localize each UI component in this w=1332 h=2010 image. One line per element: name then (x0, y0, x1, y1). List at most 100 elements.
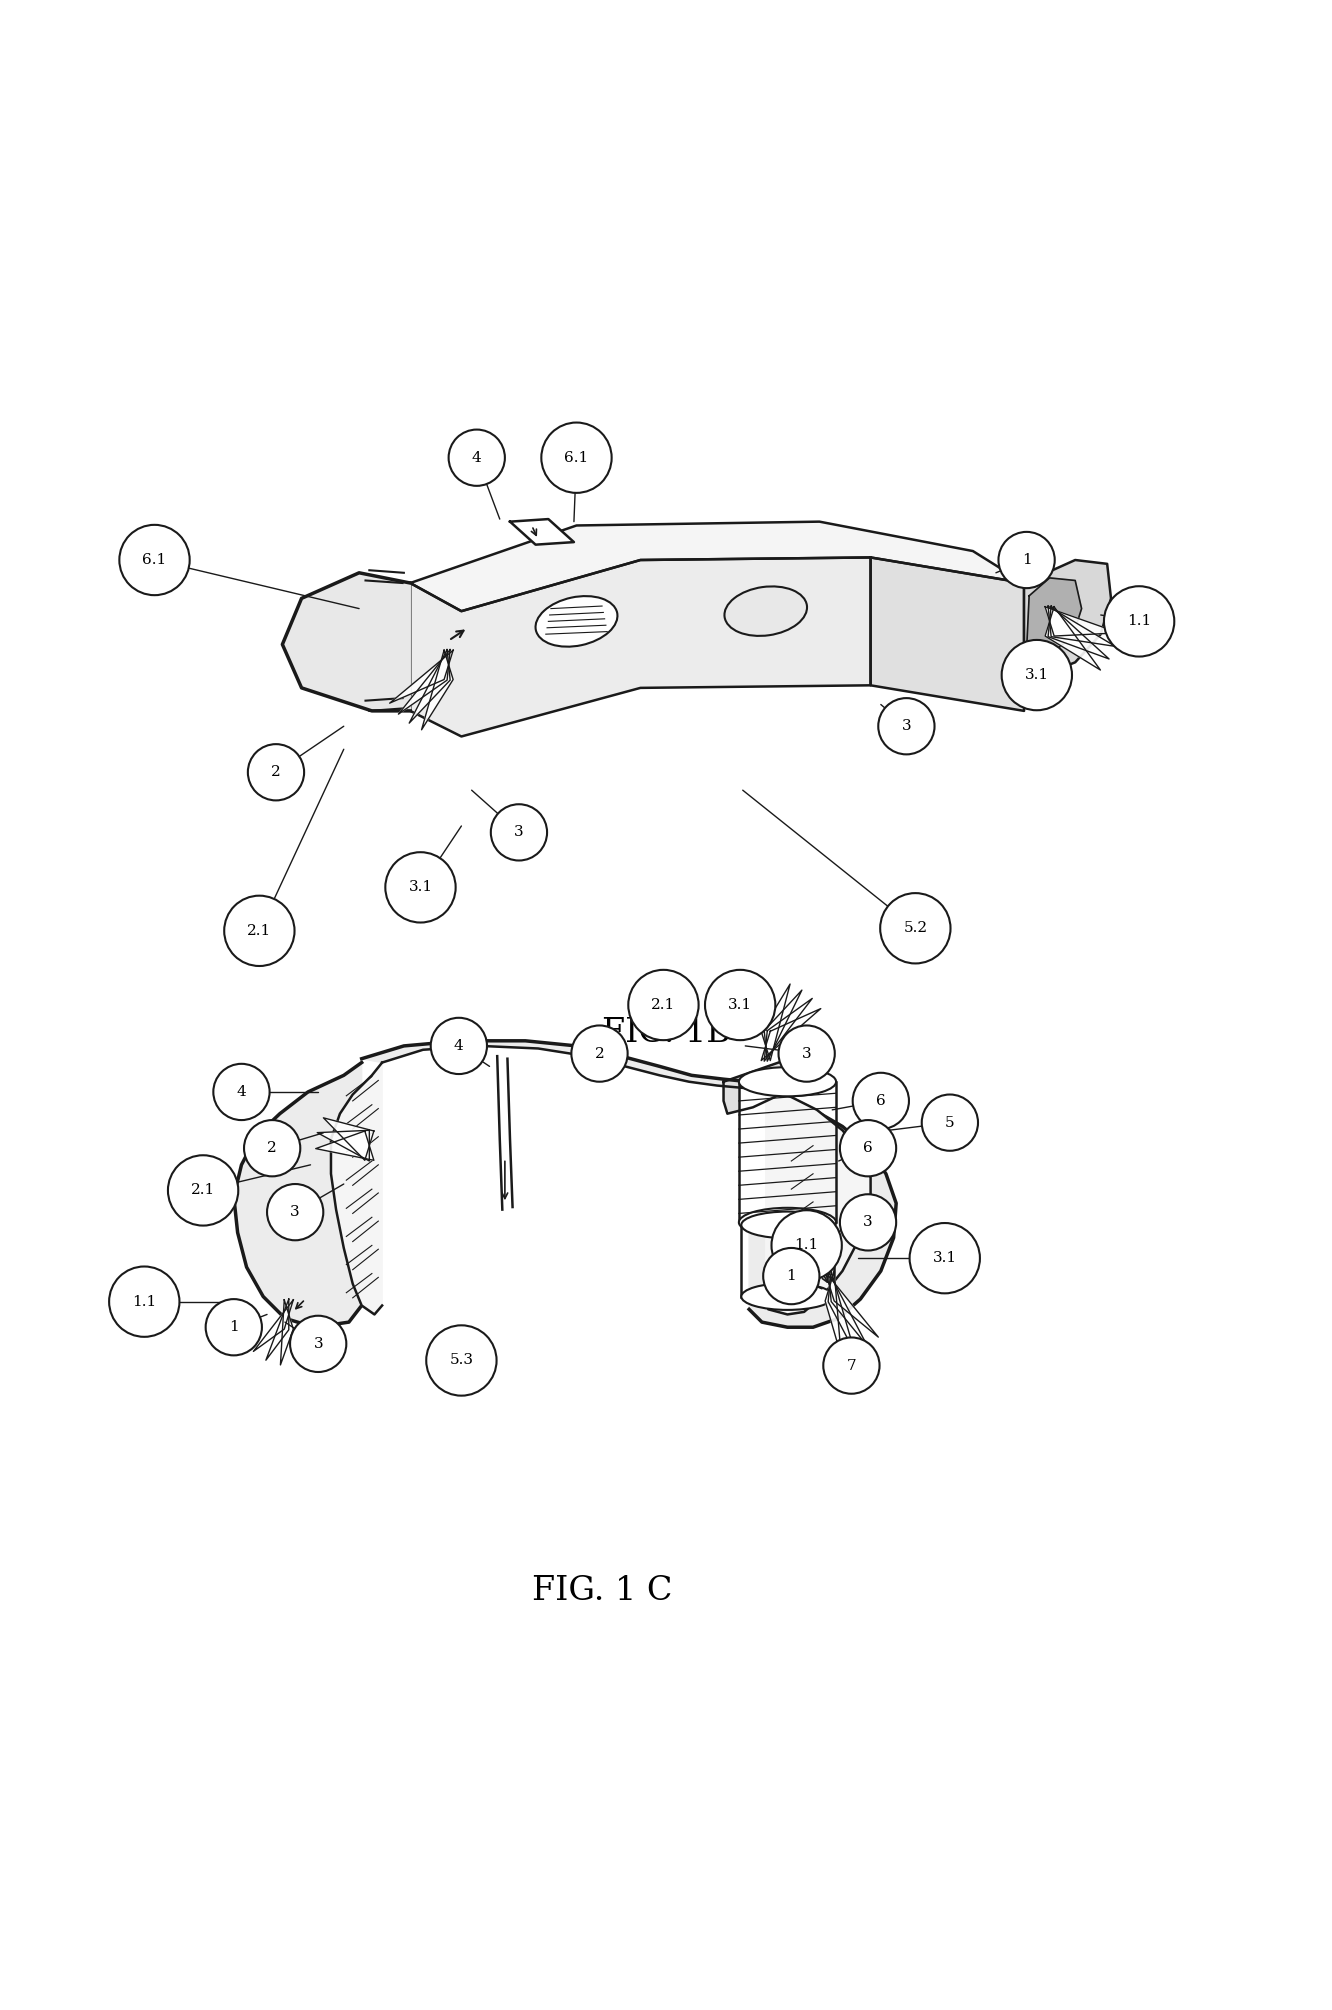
Text: 2.1: 2.1 (248, 925, 272, 939)
Polygon shape (829, 1270, 855, 1353)
Text: 6: 6 (863, 1142, 872, 1156)
Polygon shape (281, 1300, 293, 1365)
Text: 1.1: 1.1 (794, 1238, 819, 1252)
Polygon shape (723, 1059, 801, 1114)
Polygon shape (871, 557, 1024, 712)
Circle shape (910, 1222, 980, 1292)
Polygon shape (1046, 607, 1119, 635)
Ellipse shape (535, 597, 618, 647)
Text: 3.1: 3.1 (729, 999, 753, 1011)
Ellipse shape (739, 1208, 836, 1236)
Polygon shape (765, 991, 802, 1061)
Text: 1: 1 (786, 1268, 797, 1282)
Text: 3: 3 (802, 1047, 811, 1061)
Polygon shape (1024, 561, 1111, 675)
Text: 1: 1 (229, 1321, 238, 1335)
Circle shape (629, 971, 698, 1039)
Text: 1.1: 1.1 (132, 1294, 156, 1309)
Circle shape (541, 422, 611, 492)
Circle shape (763, 1248, 819, 1304)
Text: 3: 3 (313, 1337, 322, 1351)
Polygon shape (1027, 579, 1082, 659)
Circle shape (224, 896, 294, 967)
Polygon shape (410, 523, 1024, 611)
Circle shape (168, 1156, 238, 1226)
Polygon shape (421, 649, 453, 730)
Text: 6: 6 (876, 1093, 886, 1108)
Polygon shape (266, 1298, 289, 1361)
Circle shape (385, 852, 456, 923)
Circle shape (705, 971, 775, 1039)
Circle shape (248, 744, 304, 800)
Text: 7: 7 (847, 1359, 856, 1373)
Polygon shape (761, 1009, 821, 1061)
Text: FIG. 1B: FIG. 1B (602, 1017, 730, 1049)
Polygon shape (1048, 607, 1110, 659)
Polygon shape (398, 649, 450, 714)
Text: 2: 2 (594, 1047, 605, 1061)
Polygon shape (1048, 607, 1115, 647)
Circle shape (244, 1120, 300, 1176)
Polygon shape (234, 1063, 362, 1327)
Polygon shape (749, 1083, 896, 1327)
Circle shape (426, 1325, 497, 1395)
Text: 5: 5 (946, 1116, 955, 1130)
Text: FIG. 1 C: FIG. 1 C (531, 1574, 673, 1606)
Polygon shape (766, 1087, 871, 1315)
Polygon shape (765, 999, 813, 1061)
Polygon shape (1046, 607, 1100, 669)
Circle shape (999, 533, 1055, 589)
Polygon shape (825, 1272, 840, 1355)
Text: 2.1: 2.1 (651, 999, 675, 1011)
Polygon shape (739, 1081, 836, 1222)
Circle shape (266, 1184, 324, 1240)
Text: 3: 3 (902, 720, 911, 734)
Text: 2.1: 2.1 (190, 1184, 216, 1198)
Circle shape (449, 430, 505, 486)
Ellipse shape (742, 1212, 834, 1238)
Text: 2: 2 (272, 766, 281, 780)
Text: 2: 2 (268, 1142, 277, 1156)
Text: 1: 1 (1022, 553, 1031, 567)
Circle shape (840, 1120, 896, 1176)
Polygon shape (410, 557, 871, 736)
Circle shape (840, 1194, 896, 1250)
Text: 4: 4 (237, 1085, 246, 1099)
Text: 4: 4 (454, 1039, 464, 1053)
Circle shape (823, 1337, 879, 1393)
Polygon shape (510, 519, 574, 545)
Circle shape (1104, 587, 1175, 657)
Circle shape (109, 1266, 180, 1337)
Circle shape (880, 892, 951, 963)
Text: 5.2: 5.2 (903, 921, 927, 935)
Polygon shape (253, 1300, 293, 1351)
Circle shape (490, 804, 547, 860)
Ellipse shape (739, 1067, 836, 1095)
Circle shape (852, 1073, 908, 1130)
Text: 3: 3 (514, 826, 523, 840)
Circle shape (120, 525, 189, 595)
Circle shape (922, 1095, 978, 1152)
Polygon shape (324, 1118, 374, 1160)
Text: 5.3: 5.3 (449, 1353, 473, 1367)
Polygon shape (825, 1272, 878, 1337)
Text: 3.1: 3.1 (1024, 667, 1048, 681)
Circle shape (571, 1025, 627, 1081)
Polygon shape (409, 649, 450, 724)
Text: 3.1: 3.1 (409, 880, 433, 894)
Text: 6.1: 6.1 (565, 450, 589, 464)
Text: 1.1: 1.1 (1127, 615, 1151, 629)
Polygon shape (330, 1063, 382, 1315)
Polygon shape (362, 1041, 749, 1087)
Polygon shape (761, 985, 790, 1061)
Circle shape (771, 1210, 842, 1280)
Polygon shape (829, 1270, 867, 1347)
Text: 3: 3 (290, 1206, 300, 1220)
Text: 3: 3 (863, 1216, 872, 1230)
Polygon shape (390, 649, 453, 704)
Circle shape (1002, 639, 1072, 710)
Circle shape (290, 1317, 346, 1373)
Circle shape (205, 1298, 262, 1355)
Polygon shape (317, 1130, 369, 1162)
Ellipse shape (742, 1282, 834, 1311)
